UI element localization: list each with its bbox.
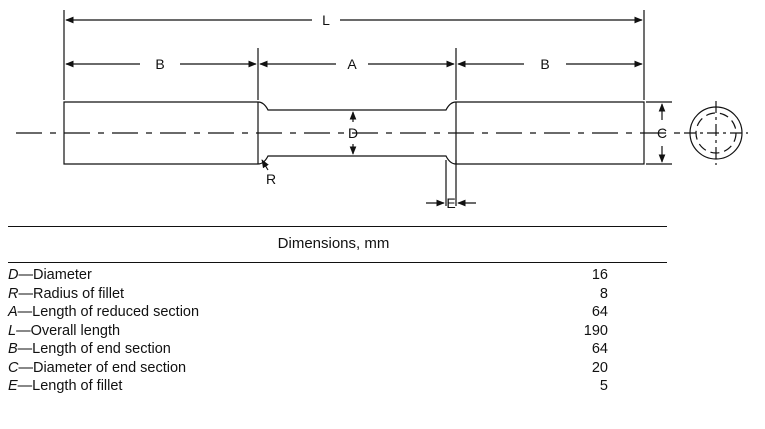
table-row: R—Radius of fillet 8 — [8, 285, 667, 304]
row-description: —Overall length — [16, 322, 121, 339]
table-header-rule — [8, 262, 667, 263]
row-symbol: D — [8, 267, 19, 283]
table-row: D—Diameter 16 — [8, 266, 667, 285]
label-R: R — [266, 171, 276, 187]
row-symbol: A — [8, 304, 18, 320]
row-description: —Diameter of end section — [18, 359, 187, 376]
label-A: A — [347, 56, 357, 72]
row-description: —Diameter — [18, 267, 92, 283]
specimen-drawing: L B A B D C R E — [16, 10, 748, 211]
row-description: —Length of reduced section — [17, 304, 200, 320]
table-row: E—Length of fillet 5 — [8, 377, 667, 396]
row-symbol: L — [8, 322, 17, 339]
row-symbol: B — [8, 341, 18, 357]
row-value: 16 — [591, 267, 608, 283]
table-row: B—Length of end section 64 — [8, 340, 667, 359]
table-top-rule — [8, 226, 667, 227]
row-symbol: C — [8, 359, 19, 376]
label-E: E — [446, 195, 455, 211]
row-symbol: R — [8, 285, 19, 302]
row-value: 64 — [591, 304, 608, 320]
row-description: —Length of fillet — [17, 378, 123, 394]
table-row: C—Diameter of end section 20 — [8, 359, 667, 378]
label-C: C — [657, 125, 667, 141]
row-value: 20 — [591, 359, 608, 376]
row-value: 8 — [599, 285, 608, 302]
row-description: —Radius of fillet — [18, 285, 125, 302]
row-value: 5 — [599, 378, 608, 394]
leader-R — [261, 159, 269, 171]
row-description: —Length of end section — [17, 341, 171, 357]
label-B-left: B — [155, 56, 164, 72]
label-B-right: B — [540, 56, 549, 72]
row-value: 190 — [583, 322, 608, 339]
table-row: A—Length of reduced section 64 — [8, 303, 667, 322]
row-symbol: E — [8, 378, 18, 394]
dimension-table: D—Diameter 16 R—Radius of fillet 8 A—Len… — [8, 266, 667, 396]
label-D: D — [348, 125, 358, 141]
table-row: L—Overall length 190 — [8, 322, 667, 341]
label-L: L — [322, 12, 330, 28]
table-header: Dimensions, mm — [277, 235, 390, 252]
row-value: 64 — [591, 341, 608, 357]
